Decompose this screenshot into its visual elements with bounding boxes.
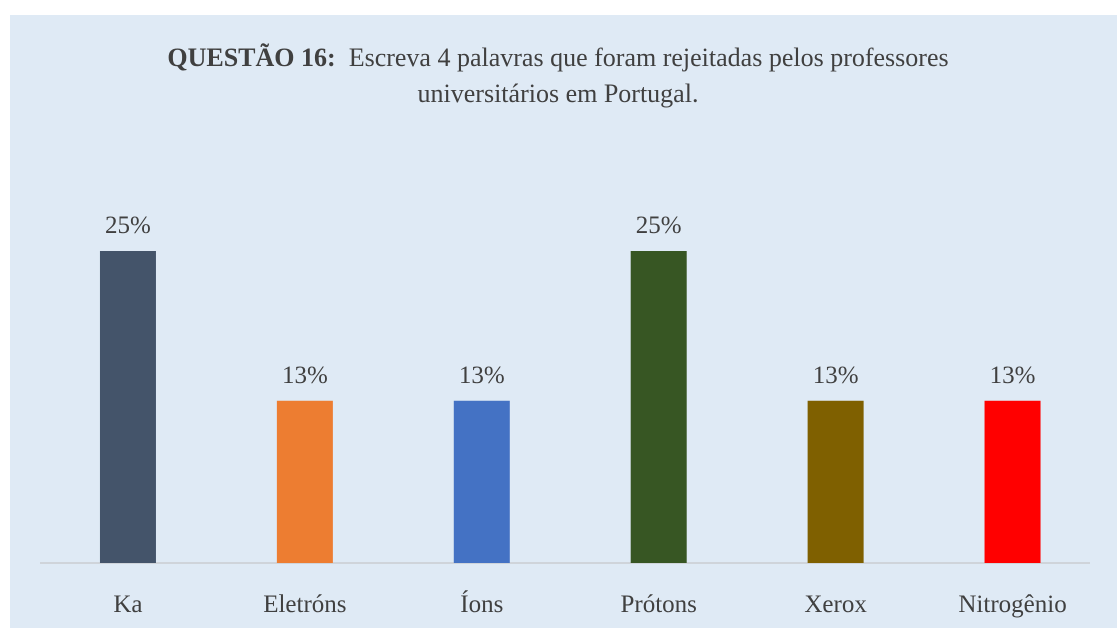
x-tick-label: Prótons: [621, 591, 697, 618]
chart-title: QUESTÃO 16: Escreva 4 palavras que foram…: [138, 40, 978, 112]
x-tick-label: Eletróns: [263, 591, 346, 618]
x-tick-label: Nitrogênio: [958, 591, 1066, 618]
bar: [276, 400, 333, 563]
x-tick-label: Íons: [460, 590, 503, 618]
data-label: 13%: [459, 362, 505, 389]
data-label: 13%: [282, 362, 328, 389]
data-label: 13%: [813, 362, 859, 389]
bar: [984, 400, 1041, 563]
x-tick-label: Xerox: [804, 591, 867, 618]
bar: [453, 400, 510, 563]
data-label: 25%: [636, 212, 682, 239]
bar: [99, 251, 156, 563]
bar: [630, 251, 687, 563]
data-label: 13%: [990, 362, 1036, 389]
x-tick-label: Ka: [113, 591, 142, 618]
chart-background: [10, 15, 1117, 628]
title-text: Escreva 4 palavras que foram rejeitadas …: [348, 43, 949, 108]
bar: [807, 400, 864, 563]
data-label: 25%: [105, 212, 151, 239]
title-prefix: QUESTÃO 16:: [167, 43, 336, 72]
